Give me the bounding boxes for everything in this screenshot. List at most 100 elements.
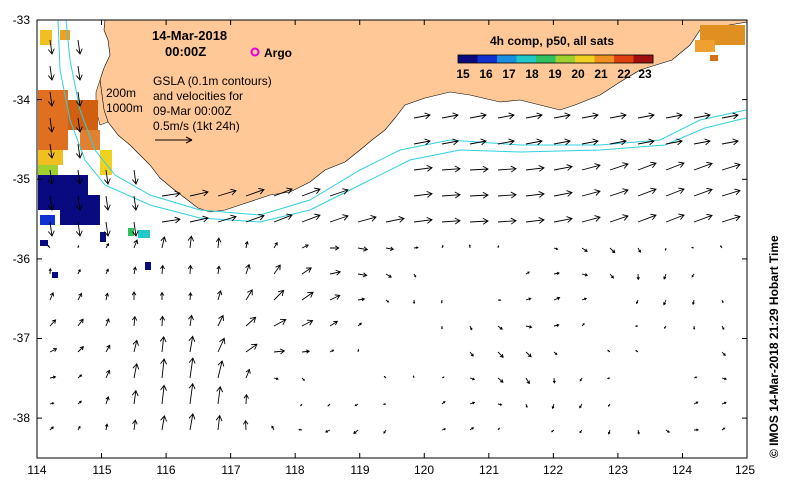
colorbar-tick: 19: [548, 67, 562, 81]
colorbar-tick: 17: [502, 67, 516, 81]
velocity-arrow: [525, 297, 532, 301]
velocity-arrow: [525, 138, 543, 146]
velocity-arrow: [132, 362, 140, 379]
velocity-arrow: [75, 117, 83, 133]
velocity-arrow: [469, 112, 487, 120]
velocity-arrow: [469, 325, 473, 331]
velocity-arrow: [75, 169, 83, 185]
credit-text: © IMOS 14-Mar-2018 21:29 Hobart Time: [767, 235, 781, 458]
velocity-arrow: [665, 161, 685, 171]
velocity-arrow: [105, 344, 111, 353]
velocity-arrow: [469, 138, 487, 146]
velocity-arrow: [721, 401, 727, 405]
velocity-arrow: [47, 169, 55, 185]
velocity-arrow: [469, 401, 476, 405]
x-tick-label: 116: [156, 463, 175, 477]
velocity-arrow: [441, 376, 445, 379]
velocity-arrow: [440, 299, 443, 304]
x-tick-label: 125: [735, 463, 755, 477]
velocity-arrow: [413, 138, 431, 146]
velocity-arrow: [441, 191, 461, 199]
velocity-arrow: [385, 246, 395, 251]
velocity-arrow: [609, 112, 627, 120]
velocity-arrow: [245, 316, 257, 327]
velocity-arrow: [579, 403, 583, 409]
velocity-arrow: [637, 112, 655, 120]
velocity-arrow: [217, 214, 237, 223]
velocity-arrow: [357, 272, 368, 278]
x-tick-label: 118: [285, 463, 304, 477]
velocity-arrow: [49, 402, 55, 405]
colorbar-tick: 18: [525, 67, 539, 81]
velocity-arrow: [693, 325, 696, 330]
velocity-arrow: [440, 325, 444, 330]
velocity-arrow: [245, 289, 253, 301]
velocity-arrow: [525, 351, 532, 358]
velocity-arrow: [413, 216, 433, 224]
velocity-arrow: [525, 112, 543, 120]
velocity-arrow: [581, 138, 599, 146]
velocity-arrow: [497, 325, 503, 330]
velocity-arrow: [245, 213, 265, 223]
velocity-arrow: [188, 357, 196, 379]
velocity-arrow: [497, 112, 515, 120]
velocity-arrow: [105, 292, 109, 301]
velocity-arrow: [159, 291, 165, 301]
velocity-arrow: [216, 265, 221, 275]
velocity-arrow: [637, 247, 641, 253]
velocity-arrow: [497, 191, 517, 199]
scale-label: 0.5m/s (1kt 24h): [153, 119, 240, 133]
x-tick-label: 117: [221, 463, 240, 477]
velocity-vectors: [47, 39, 741, 435]
velocity-arrow: [581, 189, 601, 197]
velocity-arrow: [103, 169, 111, 185]
velocity-arrow: [607, 403, 611, 407]
velocity-arrow: [581, 247, 588, 252]
velocity-arrow: [665, 429, 670, 433]
velocity-arrow: [693, 112, 711, 120]
velocity-arrow: [244, 240, 249, 249]
velocity-arrow: [469, 165, 489, 173]
velocity-arrow: [634, 325, 639, 328]
velocity-arrow: [75, 195, 83, 211]
velocity-arrow: [47, 91, 55, 107]
velocity-arrow: [105, 318, 110, 327]
velocity-arrow: [188, 314, 194, 327]
velocity-arrow: [301, 349, 311, 354]
land-cape: [95, 79, 109, 126]
velocity-arrow: [664, 325, 667, 329]
velocity-arrow: [637, 161, 657, 171]
velocity-arrow: [553, 216, 573, 223]
velocity-arrow: [609, 138, 627, 146]
velocity-arrow: [635, 349, 639, 353]
velocity-arrow: [243, 393, 249, 405]
velocity-arrow: [273, 289, 285, 301]
velocity-arrow: [525, 271, 530, 275]
velocity-arrow: [357, 215, 377, 223]
velocity-arrow: [159, 335, 167, 353]
velocity-arrow: [105, 395, 110, 405]
velocity-arrow: [298, 428, 303, 431]
velocity-arrow: [273, 377, 279, 381]
velocity-arrow: [105, 268, 109, 275]
velocity-arrow: [553, 296, 561, 301]
velocity-arrow: [663, 273, 667, 280]
velocity-arrow: [131, 291, 137, 301]
velocity-arrow: [553, 164, 573, 171]
velocity-arrow: [441, 217, 461, 225]
y-tick-label: -37: [13, 331, 31, 345]
x-tick-label: 119: [350, 463, 369, 477]
colorbar-segment: [516, 55, 537, 63]
velocity-arrow: [553, 351, 558, 355]
velocity-arrow: [329, 188, 349, 197]
velocity-arrow: [412, 299, 416, 305]
x-tick-label: 122: [543, 463, 563, 477]
velocity-arrow: [105, 369, 111, 379]
velocity-arrow: [188, 382, 196, 405]
velocity-arrow: [581, 297, 588, 301]
velocity-arrow: [75, 65, 83, 81]
colorbar-segment: [477, 55, 498, 63]
velocity-arrow: [161, 190, 181, 198]
x-tick-label: 124: [672, 463, 692, 477]
